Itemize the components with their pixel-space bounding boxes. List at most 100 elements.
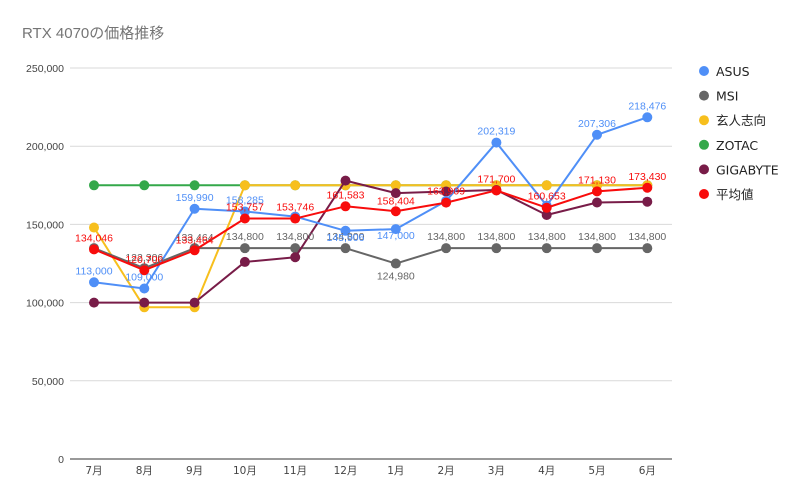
data-point	[390, 180, 401, 191]
data-point	[239, 243, 250, 254]
data-point	[139, 283, 150, 294]
x-tick-label: 5月	[588, 465, 605, 477]
y-tick-label: 50,000	[32, 376, 64, 388]
x-tick-label: 12月	[334, 465, 358, 477]
data-point	[239, 213, 250, 224]
data-point	[642, 112, 653, 123]
data-point	[491, 137, 502, 148]
data-label: 134,800	[276, 231, 314, 243]
legend-swatch	[699, 66, 709, 76]
legend-swatch	[699, 115, 709, 126]
x-tick-label: 4月	[538, 465, 555, 477]
series-line	[93, 184, 648, 309]
data-point	[592, 129, 602, 140]
legend-swatch	[699, 139, 709, 150]
data-label: 161,583	[327, 189, 365, 201]
data-point	[139, 297, 150, 308]
data-point	[290, 180, 301, 191]
data-point	[390, 188, 401, 199]
data-label: 163,909	[427, 186, 465, 198]
data-label: 134,800	[477, 231, 515, 243]
data-label: 133,464	[176, 234, 214, 246]
x-tick-label: 8月	[136, 465, 153, 477]
data-point	[239, 206, 250, 217]
series-layer	[89, 112, 653, 313]
legend-item: GIGABYTE	[699, 162, 779, 177]
legend-item: 平均値	[699, 187, 754, 202]
legend-item: MSI	[699, 89, 738, 104]
data-label: 147,000	[377, 230, 415, 242]
data-label: 134,800	[226, 231, 264, 243]
data-label: 153,746	[276, 202, 314, 214]
legend-label: MSI	[716, 89, 738, 104]
data-point	[642, 243, 653, 254]
series-item	[89, 182, 653, 276]
data-label: 122,306	[125, 252, 163, 264]
series-line	[93, 116, 648, 290]
data-label: 202,319	[477, 126, 515, 138]
data-point	[390, 224, 401, 235]
data-point	[290, 243, 301, 254]
data-point	[189, 203, 200, 214]
data-label: 158,404	[377, 195, 415, 207]
legend-label: GIGABYTE	[716, 162, 779, 177]
data-point	[441, 186, 452, 197]
data-point	[592, 197, 602, 208]
legend-swatch	[699, 90, 709, 101]
data-point	[491, 243, 502, 254]
data-point	[441, 243, 452, 254]
data-point	[390, 258, 401, 269]
data-label: 134,800	[628, 231, 666, 243]
data-point	[290, 252, 301, 263]
data-point	[239, 180, 250, 191]
data-point	[441, 197, 452, 208]
data-point	[642, 196, 653, 207]
data-label: 153,757	[226, 202, 264, 214]
data-label: 134,800	[427, 231, 465, 243]
data-label: 171,130	[578, 174, 616, 186]
x-tick-label: 7月	[85, 465, 102, 477]
legend-swatch	[699, 164, 709, 175]
data-point	[139, 180, 150, 191]
data-label: 134,046	[75, 232, 113, 244]
data-point	[89, 297, 99, 308]
x-tick-label: 3月	[488, 465, 505, 477]
data-point	[541, 180, 552, 191]
y-tick-label: 0	[58, 454, 64, 466]
x-tick-label: 9月	[186, 465, 203, 477]
y-tick-label: 250,000	[26, 63, 64, 75]
x-tick-label: 6月	[639, 465, 656, 477]
data-label: 160,653	[528, 191, 566, 203]
data-point	[592, 186, 602, 197]
data-label: 109,000	[125, 272, 163, 284]
data-point	[89, 244, 99, 255]
data-point	[89, 277, 99, 288]
data-label: 133,464	[176, 232, 214, 244]
x-tick-label: 2月	[438, 465, 455, 477]
data-point	[290, 213, 301, 224]
legend-swatch	[699, 189, 709, 199]
data-point	[541, 210, 552, 221]
data-label: 113,000	[75, 265, 112, 277]
legend-item: ASUS	[699, 64, 750, 79]
y-tick-label: 200,000	[26, 141, 64, 153]
data-label: 159,990	[176, 192, 214, 204]
data-label: 134,800	[528, 231, 566, 243]
legend-label: 平均値	[716, 187, 754, 202]
data-label-layer: 122,306 133,464 134,800 134,800 134,800 124,9…	[75, 100, 666, 283]
legend: ASUS MSI 玄人志向 ZOTAC GIGABYTE 平均値	[699, 64, 779, 202]
legend-label: ZOTAC	[716, 138, 758, 153]
data-point	[239, 256, 250, 267]
data-point	[89, 222, 99, 233]
data-point	[189, 180, 200, 191]
y-tick-label: 150,000	[26, 219, 64, 231]
data-label: 207,306	[578, 118, 616, 130]
legend-label: 玄人志向	[716, 113, 766, 128]
data-label: 134,800	[578, 231, 616, 243]
data-label: 124,980	[377, 271, 415, 283]
data-label: 158,285	[226, 194, 264, 206]
legend-item: 玄人志向	[699, 113, 766, 128]
data-point	[541, 243, 552, 254]
